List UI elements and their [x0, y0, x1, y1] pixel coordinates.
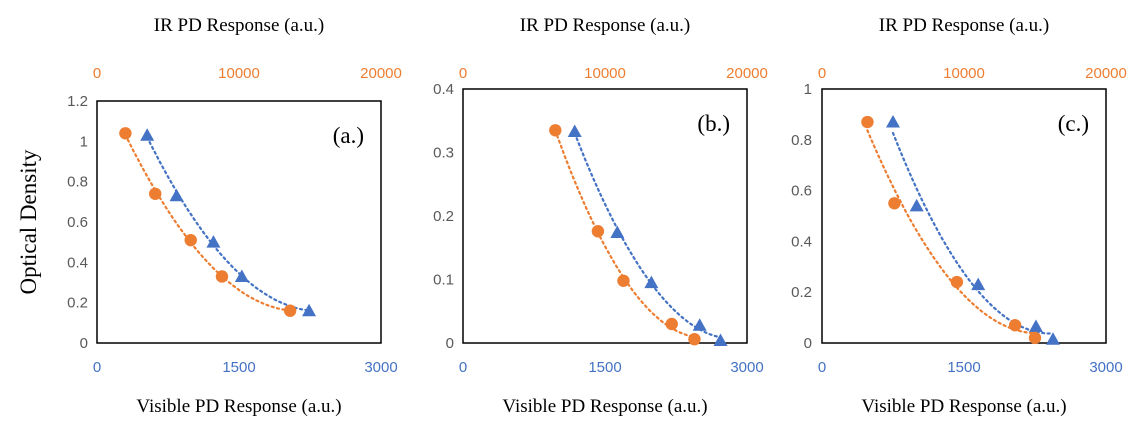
y-tick-label: 0 — [804, 335, 812, 352]
x-axis-label: Visible PD Response (a.u.) — [861, 396, 1066, 417]
x-tick-label: 3000 — [364, 359, 397, 376]
data-point-circle — [1008, 319, 1022, 332]
y-axis-label: Optical Density — [16, 149, 41, 294]
plot-frame — [462, 88, 748, 344]
y-tick-label: 0.2 — [791, 284, 812, 301]
data-point-circle — [549, 124, 562, 137]
y-tick-label: 0.4 — [67, 254, 88, 271]
data-point-triangle — [610, 225, 625, 239]
y-tick-label: 0.3 — [433, 145, 454, 162]
data-point-circle — [617, 274, 630, 287]
y-tick-label: 0.6 — [67, 214, 88, 231]
panel-label: (a.) — [333, 123, 364, 148]
trendline — [146, 136, 311, 312]
data-point-circle — [215, 270, 229, 283]
y-tick-label: 1 — [80, 133, 88, 150]
x-tick-label: 3000 — [1089, 359, 1122, 376]
data-point-circle — [861, 115, 874, 129]
data-point-circle — [688, 332, 701, 346]
trendline — [866, 129, 1037, 335]
x2-tick-label: 0 — [818, 65, 826, 82]
y-tick-label: 0.8 — [67, 174, 88, 191]
data-point-circle — [950, 275, 964, 289]
data-point-triangle — [692, 318, 707, 331]
data-point-circle — [119, 127, 132, 140]
data-point-circle — [149, 187, 162, 200]
data-point-circle — [184, 233, 197, 247]
x2-tick-label: 10000 — [943, 65, 985, 82]
y-tick-label: 0.6 — [791, 183, 812, 200]
data-point-triangle — [302, 303, 317, 317]
x2-tick-label: 20000 — [1085, 65, 1127, 82]
data-point-circle — [665, 317, 678, 331]
x2-tick-label: 10000 — [584, 65, 626, 82]
y-tick-label: 0 — [80, 335, 88, 352]
data-point-circle — [1028, 331, 1042, 345]
y-tick-label: 0.1 — [433, 272, 454, 289]
x2-tick-label: 20000 — [726, 65, 768, 82]
trendline — [554, 129, 696, 338]
x-tick-label: 1500 — [222, 359, 255, 376]
plot-frame — [821, 88, 1107, 344]
y-tick-label: 0.4 — [433, 81, 454, 98]
x-axis-label: Visible PD Response (a.u.) — [136, 396, 341, 417]
y-tick-label: 0.2 — [433, 208, 454, 225]
panel-label: (c.) — [1058, 111, 1089, 136]
trendline — [891, 131, 1055, 335]
data-point-triangle — [206, 235, 221, 248]
x-tick-label: 0 — [818, 359, 826, 376]
x-tick-label: 1500 — [588, 359, 621, 376]
data-point-triangle — [971, 277, 986, 291]
trendline — [124, 133, 292, 312]
x2-tick-label: 0 — [93, 65, 101, 82]
y-tick-label: 0.2 — [67, 295, 88, 312]
data-point-triangle — [140, 128, 155, 141]
y-tick-label: 1 — [804, 81, 812, 98]
y-tick-label: 0.8 — [791, 132, 812, 149]
data-point-triangle — [909, 198, 924, 212]
data-point-triangle — [1045, 332, 1060, 345]
data-point-circle — [283, 304, 297, 317]
x2-tick-label: 0 — [459, 65, 467, 82]
data-point-triangle — [1028, 319, 1043, 332]
data-point-triangle — [234, 269, 249, 282]
x2-axis-label: IR PD Response (a.u.) — [520, 15, 690, 36]
y-tick-label: 0.4 — [791, 233, 812, 250]
panel-label: (b.) — [697, 111, 730, 136]
panel-1: 0 0.2 0.4 0.6 0.8 1 1.2 0 1500 3000 0 10000 20000 Vis… — [67, 15, 402, 417]
data-point-circle — [888, 197, 901, 210]
data-point-triangle — [713, 333, 728, 346]
x-tick-label: 0 — [459, 359, 467, 376]
y-tick-label: 1.2 — [67, 93, 88, 110]
plot-frame — [96, 100, 382, 344]
data-point-triangle — [169, 188, 184, 202]
x2-axis-label: IR PD Response (a.u.) — [154, 15, 324, 36]
x-tick-label: 1500 — [947, 359, 980, 376]
data-point-triangle — [644, 275, 659, 289]
x-tick-label: 0 — [93, 359, 101, 376]
x2-tick-label: 20000 — [360, 65, 402, 82]
x2-tick-label: 10000 — [218, 65, 260, 82]
data-point-triangle — [886, 115, 900, 128]
data-point-triangle — [567, 124, 582, 138]
data-point-circle — [591, 225, 605, 238]
x-tick-label: 3000 — [730, 359, 763, 376]
x-axis-label: Visible PD Response (a.u.) — [502, 396, 707, 417]
y-tick-label: 0 — [446, 335, 454, 352]
x2-axis-label: IR PD Response (a.u.) — [879, 15, 1049, 36]
panel-2: 0 0.1 0.2 0.3 0.4 0 1500 3000 0 10000 20000 Visible… — [433, 15, 768, 417]
